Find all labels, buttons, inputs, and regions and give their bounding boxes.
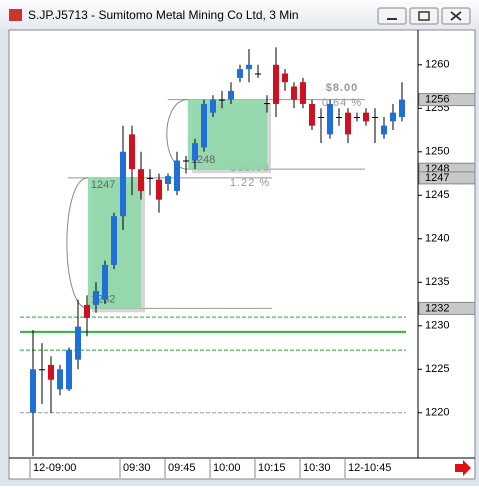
candle-body xyxy=(345,112,351,135)
candle-body xyxy=(201,103,207,148)
x-tick-label: 10:00 xyxy=(213,462,241,474)
minimize-button[interactable] xyxy=(377,7,407,25)
y-tick-label: 1220 xyxy=(425,407,449,419)
candle-body xyxy=(246,64,252,70)
x-tick-label: 10:15 xyxy=(258,462,286,474)
y-tick-label: 1225 xyxy=(425,363,449,375)
candle-body xyxy=(39,369,45,371)
candle-body xyxy=(282,73,288,83)
y-tick-label: 1230 xyxy=(425,320,449,332)
y-tick-label: 1250 xyxy=(425,146,449,158)
candle-body xyxy=(318,116,324,118)
x-tick-label: 10:30 xyxy=(303,462,331,474)
candle-body xyxy=(255,73,261,75)
candle-body xyxy=(264,103,270,105)
candle-body xyxy=(354,116,360,118)
candle-body xyxy=(300,82,306,104)
candle-body xyxy=(390,112,396,122)
range-high-label: 1247 xyxy=(91,179,115,191)
y-tick-label: 1245 xyxy=(425,189,449,201)
app-icon xyxy=(9,9,22,21)
candle-body xyxy=(237,69,243,78)
candle-body xyxy=(183,160,189,162)
candle-body xyxy=(309,103,315,126)
price-marker xyxy=(418,171,476,185)
candle-body xyxy=(75,326,81,360)
price-marker-label: 1247 xyxy=(425,172,449,184)
chart-area xyxy=(8,29,476,480)
y-tick-label: 1240 xyxy=(425,233,449,245)
candle-body xyxy=(111,216,117,265)
candle-body xyxy=(336,116,342,118)
range-change: $8.00 xyxy=(326,82,359,94)
candle-body xyxy=(30,369,36,413)
candle-body xyxy=(228,90,234,100)
price-marker-label: 1232 xyxy=(425,302,449,314)
candle-body xyxy=(138,169,144,191)
range-percent: 1.22 % xyxy=(230,177,270,189)
candle-body xyxy=(120,151,126,217)
candle-body xyxy=(57,369,63,390)
x-tick-label: 09:45 xyxy=(168,462,196,474)
x-tick-label: 09:30 xyxy=(123,462,151,474)
range-arc xyxy=(66,177,88,309)
candle-body xyxy=(66,350,72,390)
scroll-arrow[interactable] xyxy=(455,460,471,476)
candle-body xyxy=(381,125,387,135)
candle-body xyxy=(165,176,171,184)
candle-body xyxy=(147,177,153,179)
price-marker-label: 1256 xyxy=(425,93,449,105)
price-marker xyxy=(418,301,476,315)
price-marker xyxy=(418,93,476,107)
candle-body xyxy=(156,179,162,200)
candle-body xyxy=(192,143,198,161)
candle-body xyxy=(102,264,108,300)
window-buttons[interactable] xyxy=(377,7,471,25)
candle-body xyxy=(210,99,216,113)
maximize-button[interactable] xyxy=(409,7,439,25)
x-tick-label: 12-09:00 xyxy=(33,462,76,474)
y-tick-label: 1260 xyxy=(425,59,449,71)
candle-body xyxy=(363,112,369,122)
x-tick-label: 12-10:45 xyxy=(348,462,391,474)
window-title: S.JP.J5713 - Sumitomo Metal Mining Co Lt… xyxy=(28,8,299,22)
y-tick-label: 1235 xyxy=(425,276,449,288)
candle-body xyxy=(219,99,225,101)
candle-body xyxy=(84,304,90,318)
candle-body xyxy=(399,99,405,117)
candle-body xyxy=(93,290,99,305)
candle-body xyxy=(273,64,279,104)
candle-body xyxy=(174,160,180,191)
candle-body xyxy=(48,364,54,380)
candle-body xyxy=(129,134,135,170)
candle-body xyxy=(327,103,333,135)
candle-body xyxy=(372,116,378,118)
candle-body xyxy=(291,86,297,100)
